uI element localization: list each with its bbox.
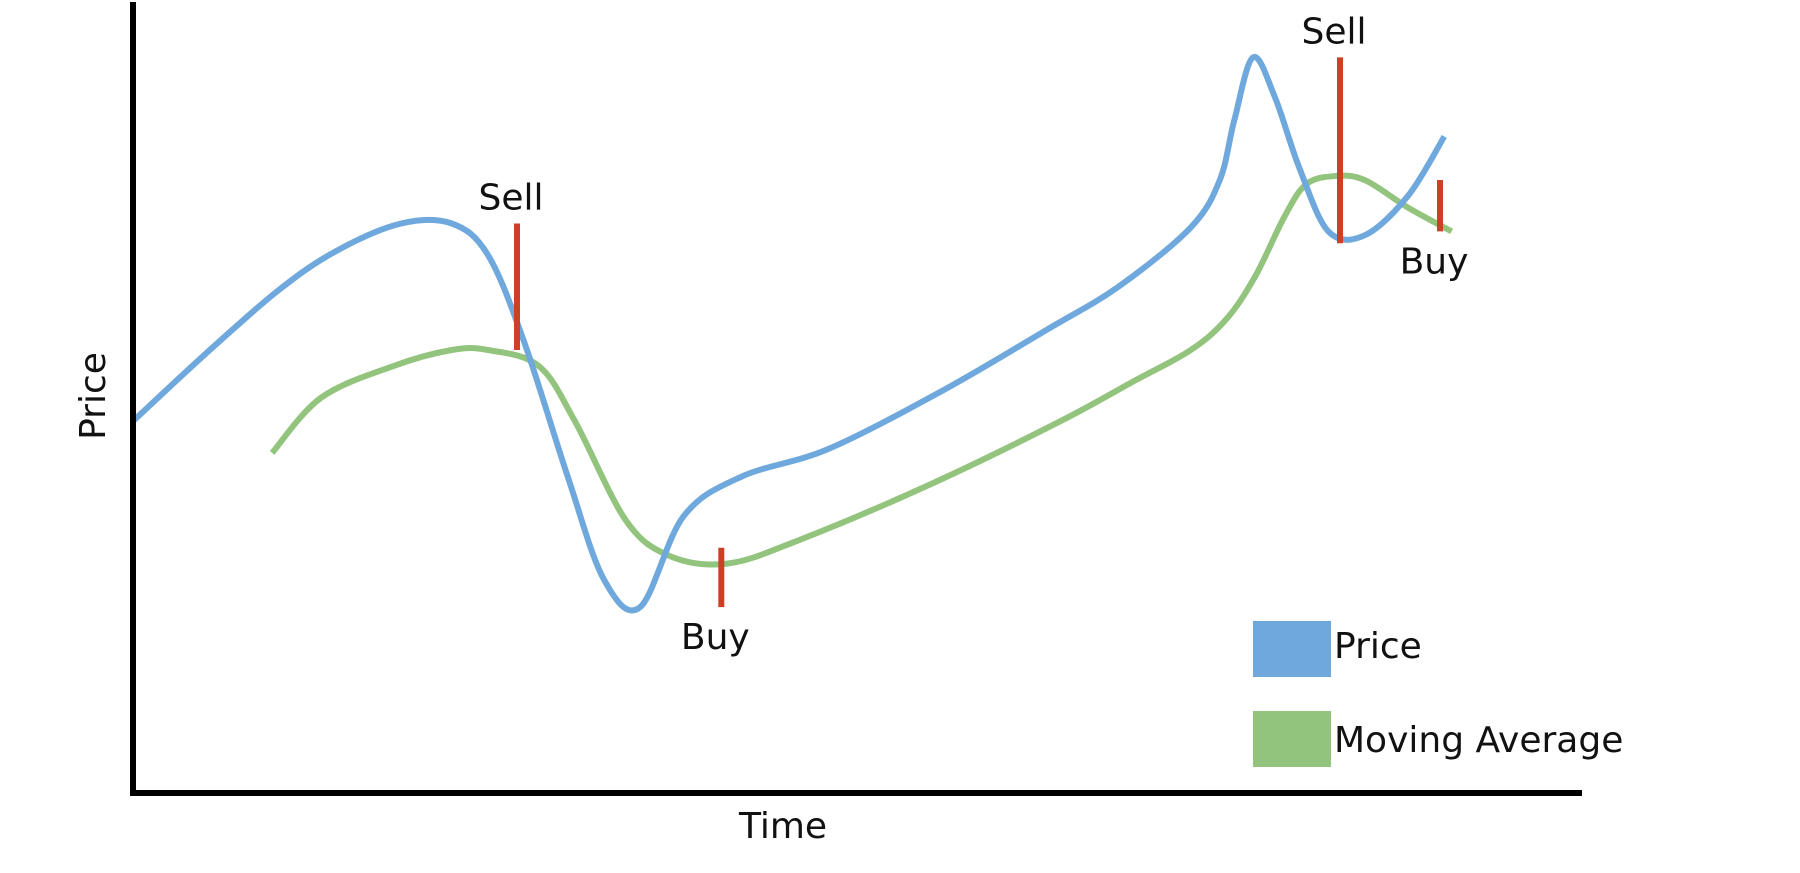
signal-label-sell-1: Sell [478,178,543,219]
series-layer [130,54,1454,614]
legend: Price Moving Average [1253,621,1623,767]
series-line-moving-average [269,172,1454,568]
signal-label-buy-4: Buy [1400,241,1469,282]
legend-label-moving-average: Moving Average [1334,720,1623,761]
legend-label-price: Price [1334,626,1422,667]
signal-label-buy-2: Buy [681,617,750,658]
signal-layer: Sell Buy Sell Buy [478,11,1468,658]
legend-swatch-moving-average [1253,711,1331,767]
axes: Time Price [73,2,1582,847]
y-axis-label: Price [73,352,114,440]
signal-label-sell-3: Sell [1301,11,1366,52]
legend-swatch-price [1253,621,1331,677]
series-line-price [130,54,1447,614]
x-axis-label: Time [738,806,827,847]
